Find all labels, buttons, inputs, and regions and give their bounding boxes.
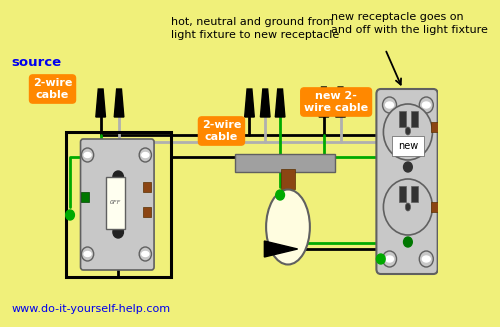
Circle shape [382,251,396,267]
Text: and off with the light fixture: and off with the light fixture [331,25,488,35]
Bar [142,207,152,217]
FancyBboxPatch shape [80,139,154,270]
Ellipse shape [386,256,394,262]
Polygon shape [276,89,285,117]
Ellipse shape [84,152,91,158]
Circle shape [420,97,434,113]
Text: 2-wire
cable: 2-wire cable [33,78,72,100]
Text: new receptacle goes on: new receptacle goes on [331,12,464,22]
Polygon shape [260,89,270,117]
Circle shape [113,226,124,238]
Bar [410,186,418,202]
Text: hot, neutral and ground from: hot, neutral and ground from [170,17,334,27]
Ellipse shape [422,256,430,262]
Circle shape [139,148,151,162]
Circle shape [384,104,432,160]
Polygon shape [244,89,254,117]
FancyBboxPatch shape [376,89,438,274]
Polygon shape [319,87,328,117]
Bar [142,182,152,192]
Ellipse shape [386,102,394,108]
Bar [399,111,406,127]
FancyBboxPatch shape [392,136,424,156]
Polygon shape [336,87,345,117]
Circle shape [376,254,385,264]
Text: 2-wire
cable: 2-wire cable [202,120,241,142]
Polygon shape [264,241,298,257]
Polygon shape [114,89,124,117]
Bar [430,202,440,212]
Ellipse shape [142,251,149,256]
Ellipse shape [84,251,91,256]
Ellipse shape [266,190,310,265]
Bar [281,169,295,189]
Circle shape [113,171,124,183]
Ellipse shape [142,152,149,158]
Ellipse shape [422,102,430,108]
Bar [430,122,440,132]
Circle shape [276,190,284,200]
Circle shape [382,97,396,113]
Bar [106,177,125,229]
Bar [399,186,406,202]
Text: source: source [12,56,62,68]
Polygon shape [96,89,106,117]
Ellipse shape [406,203,410,211]
Text: OFF: OFF [110,200,121,205]
Circle shape [420,251,434,267]
Circle shape [82,148,94,162]
Bar [234,154,336,172]
Circle shape [82,247,94,261]
Bar [80,192,90,202]
Bar [410,111,418,127]
Circle shape [139,247,151,261]
Text: www.do-it-yourself-help.com: www.do-it-yourself-help.com [12,304,170,314]
Text: new 2-
wire cable: new 2- wire cable [304,91,368,113]
Circle shape [384,179,432,235]
Bar [66,132,170,277]
Ellipse shape [406,127,410,135]
Circle shape [66,210,74,220]
Text: light fixture to new receptacle: light fixture to new receptacle [170,30,339,40]
Circle shape [404,237,412,247]
Text: new: new [398,141,418,151]
Circle shape [404,162,412,172]
